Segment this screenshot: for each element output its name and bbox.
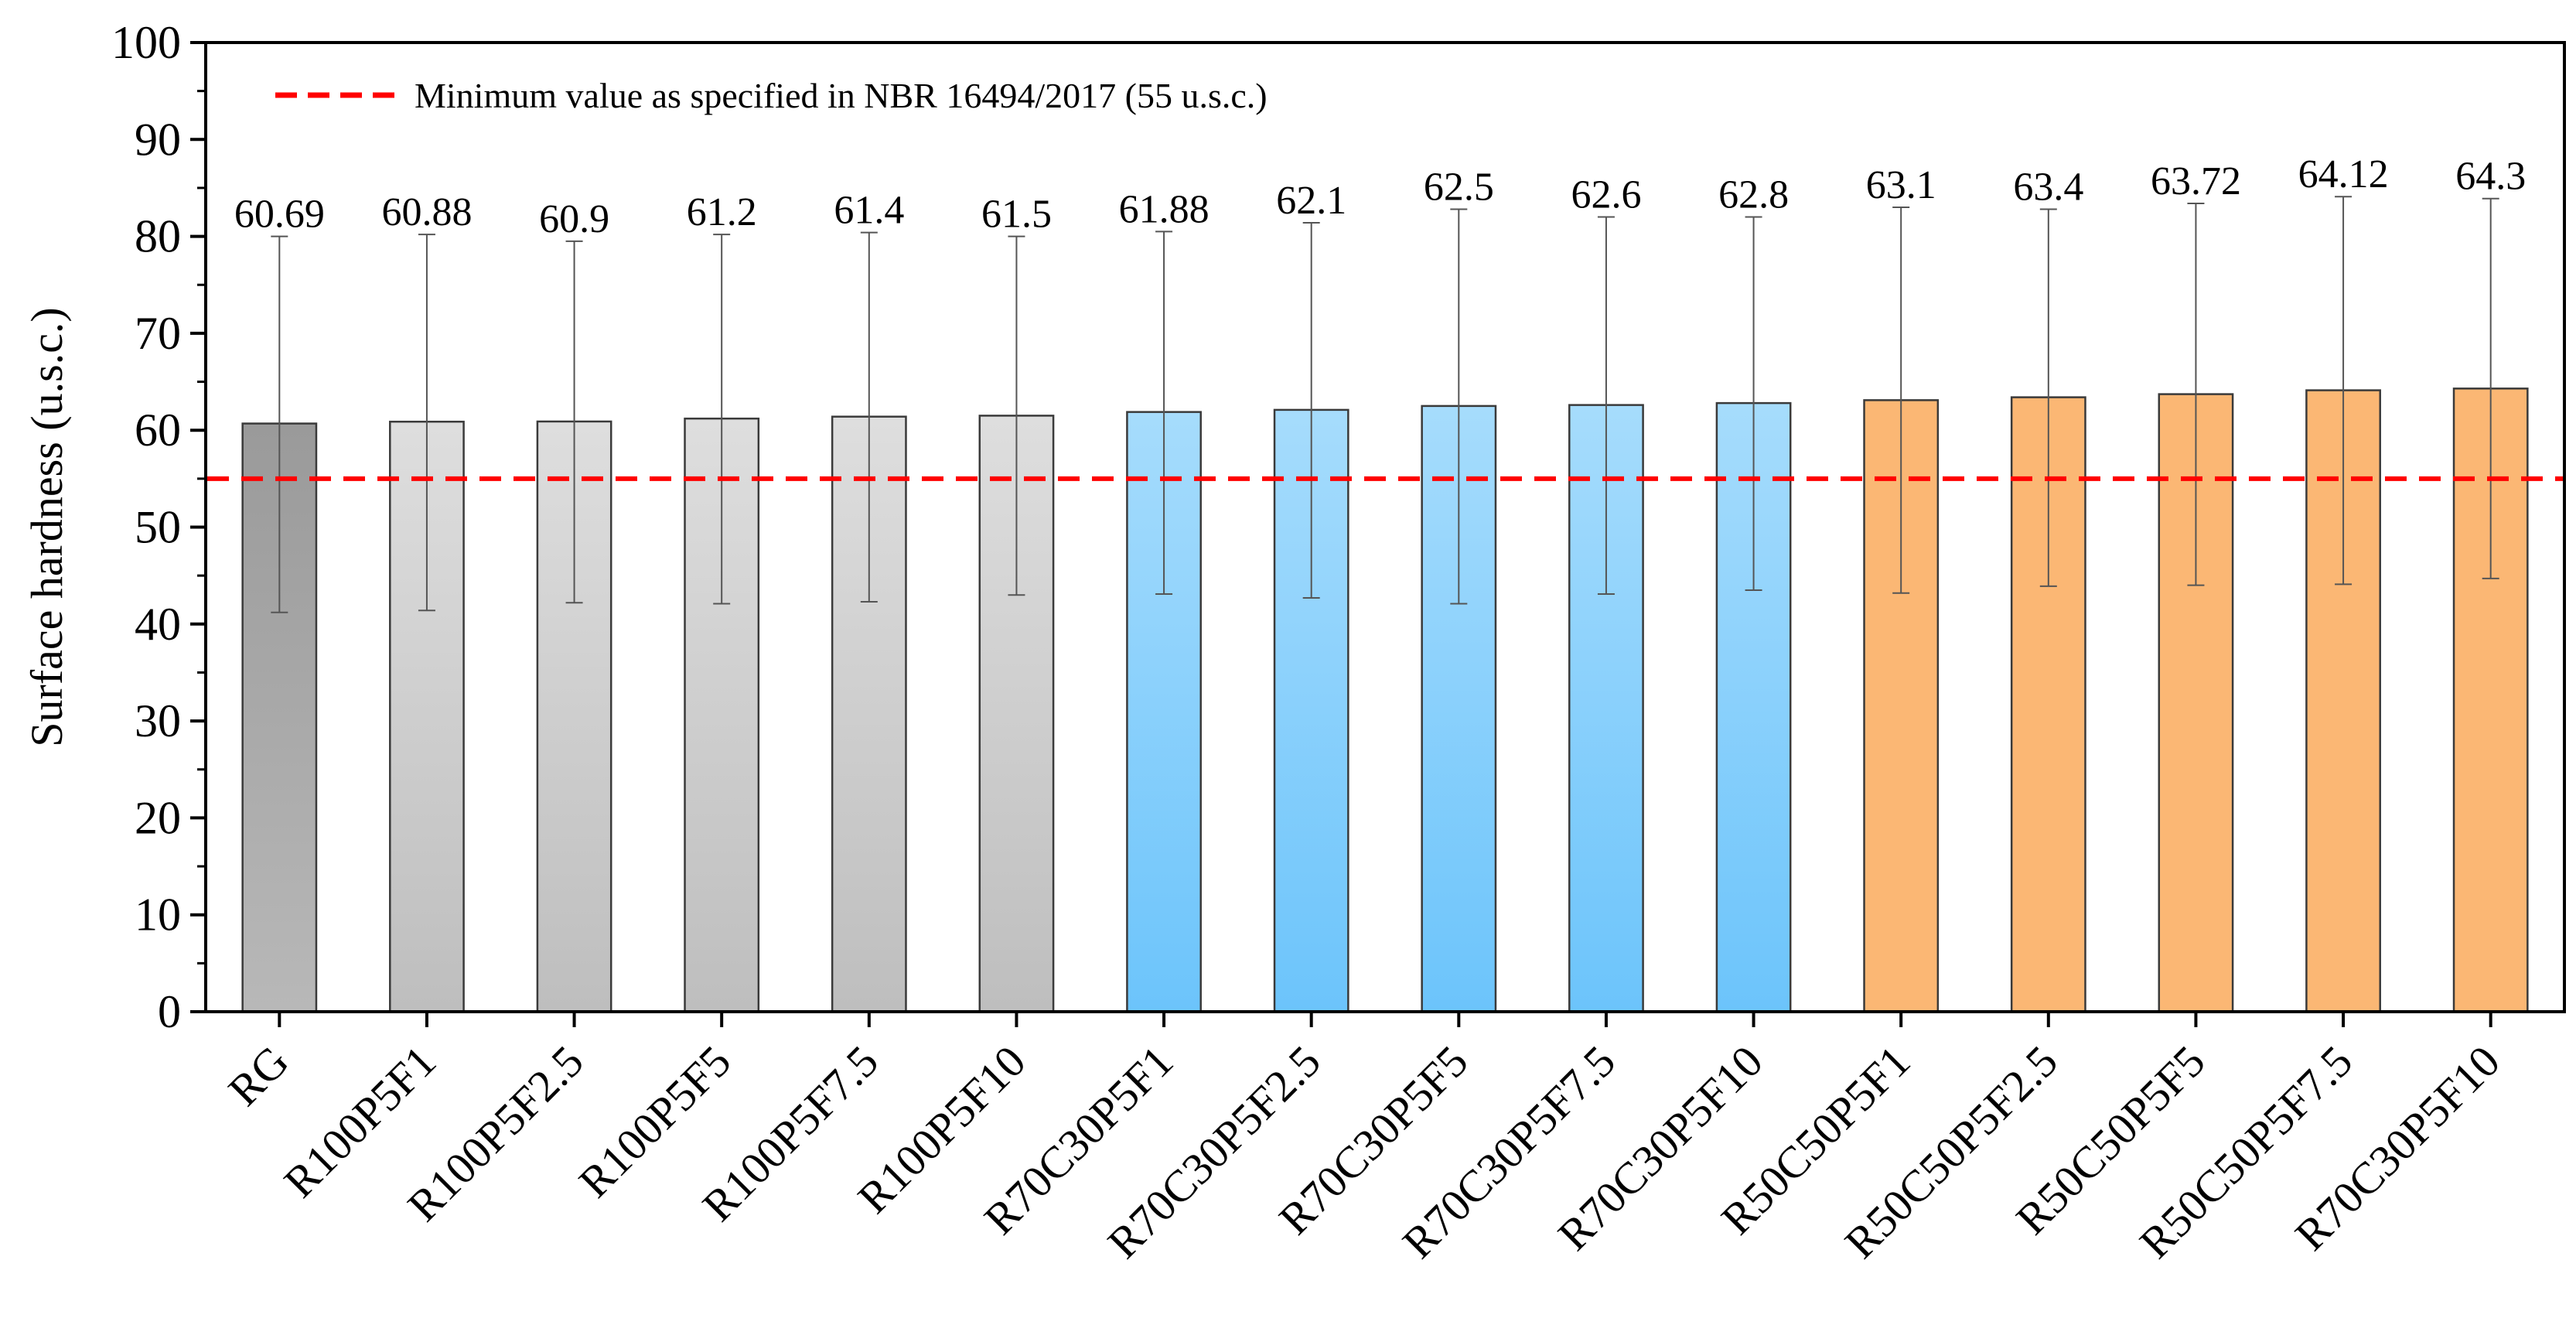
- error-bar-7: [1302, 222, 1320, 599]
- y-tick-label: 70: [135, 308, 181, 359]
- error-bar-6: [1155, 230, 1173, 595]
- y-tick-label: 50: [135, 502, 181, 553]
- y-axis: 0 10 20 30 40 50 60 70 80 90 100: [111, 17, 206, 1037]
- data-label-14: 64.12: [2298, 152, 2389, 196]
- y-tick-label: 40: [135, 599, 181, 650]
- error-bar-11: [1892, 207, 1910, 594]
- data-label-5: 61.5: [981, 193, 1052, 237]
- y-tick-label: 20: [135, 792, 181, 843]
- data-label-13: 63.72: [2151, 159, 2241, 203]
- error-bar-9: [1597, 216, 1615, 595]
- data-label-2: 60.9: [539, 197, 609, 241]
- error-bar-10: [1745, 216, 1762, 591]
- x-tick-label-0: RG: [219, 1036, 299, 1115]
- error-bar-8: [1450, 208, 1468, 605]
- y-tick-label: 80: [135, 211, 181, 262]
- error-bar-15: [2482, 197, 2499, 579]
- error-bar-3: [713, 234, 731, 605]
- legend: Minimum value as specified in NBR 16494/…: [275, 76, 1268, 115]
- y-tick-label: 100: [111, 17, 181, 68]
- data-label-6: 61.88: [1119, 187, 1210, 231]
- data-label-4: 61.4: [834, 189, 904, 233]
- y-tick-label: 10: [135, 890, 181, 941]
- data-label-7: 62.1: [1276, 179, 1346, 223]
- x-axis: RGR100P5F1R100P5F2.5R100P5F5R100P5F7.5R1…: [219, 1012, 2509, 1268]
- error-bar-14: [2335, 196, 2353, 586]
- error-bar-2: [565, 240, 583, 604]
- error-bar-1: [418, 234, 435, 612]
- y-tick-label: 0: [158, 986, 181, 1037]
- data-label-0: 60.69: [234, 193, 325, 237]
- data-label-12: 63.4: [2013, 166, 2083, 210]
- data-label-9: 62.6: [1571, 173, 1641, 217]
- data-label-1: 60.88: [381, 190, 472, 234]
- data-label-11: 63.1: [1866, 163, 1936, 207]
- data-label-8: 62.5: [1424, 166, 1494, 210]
- error-bar-5: [1008, 235, 1025, 596]
- error-bar-13: [2187, 202, 2205, 586]
- error-bar-4: [860, 231, 878, 603]
- bars-layer: [241, 388, 2529, 1013]
- y-axis-title: Surface hardness (u.s.c.): [22, 307, 72, 747]
- legend-label: Minimum value as specified in NBR 16494/…: [415, 76, 1268, 115]
- data-label-10: 62.8: [1718, 173, 1789, 217]
- error-bar-0: [271, 235, 288, 613]
- value-labels-layer: 60.69 60.88 60.9 61.2 61.4 61.5 61.88 62.1 62.5 6…: [234, 152, 2526, 241]
- error-bar-12: [2039, 208, 2057, 587]
- data-label-15: 64.3: [2455, 155, 2526, 199]
- y-tick-label: 30: [135, 695, 181, 746]
- errorbars-layer: [271, 196, 2499, 613]
- data-label-3: 61.2: [687, 190, 757, 234]
- y-tick-label: 60: [135, 405, 181, 456]
- y-tick-label: 90: [135, 114, 181, 165]
